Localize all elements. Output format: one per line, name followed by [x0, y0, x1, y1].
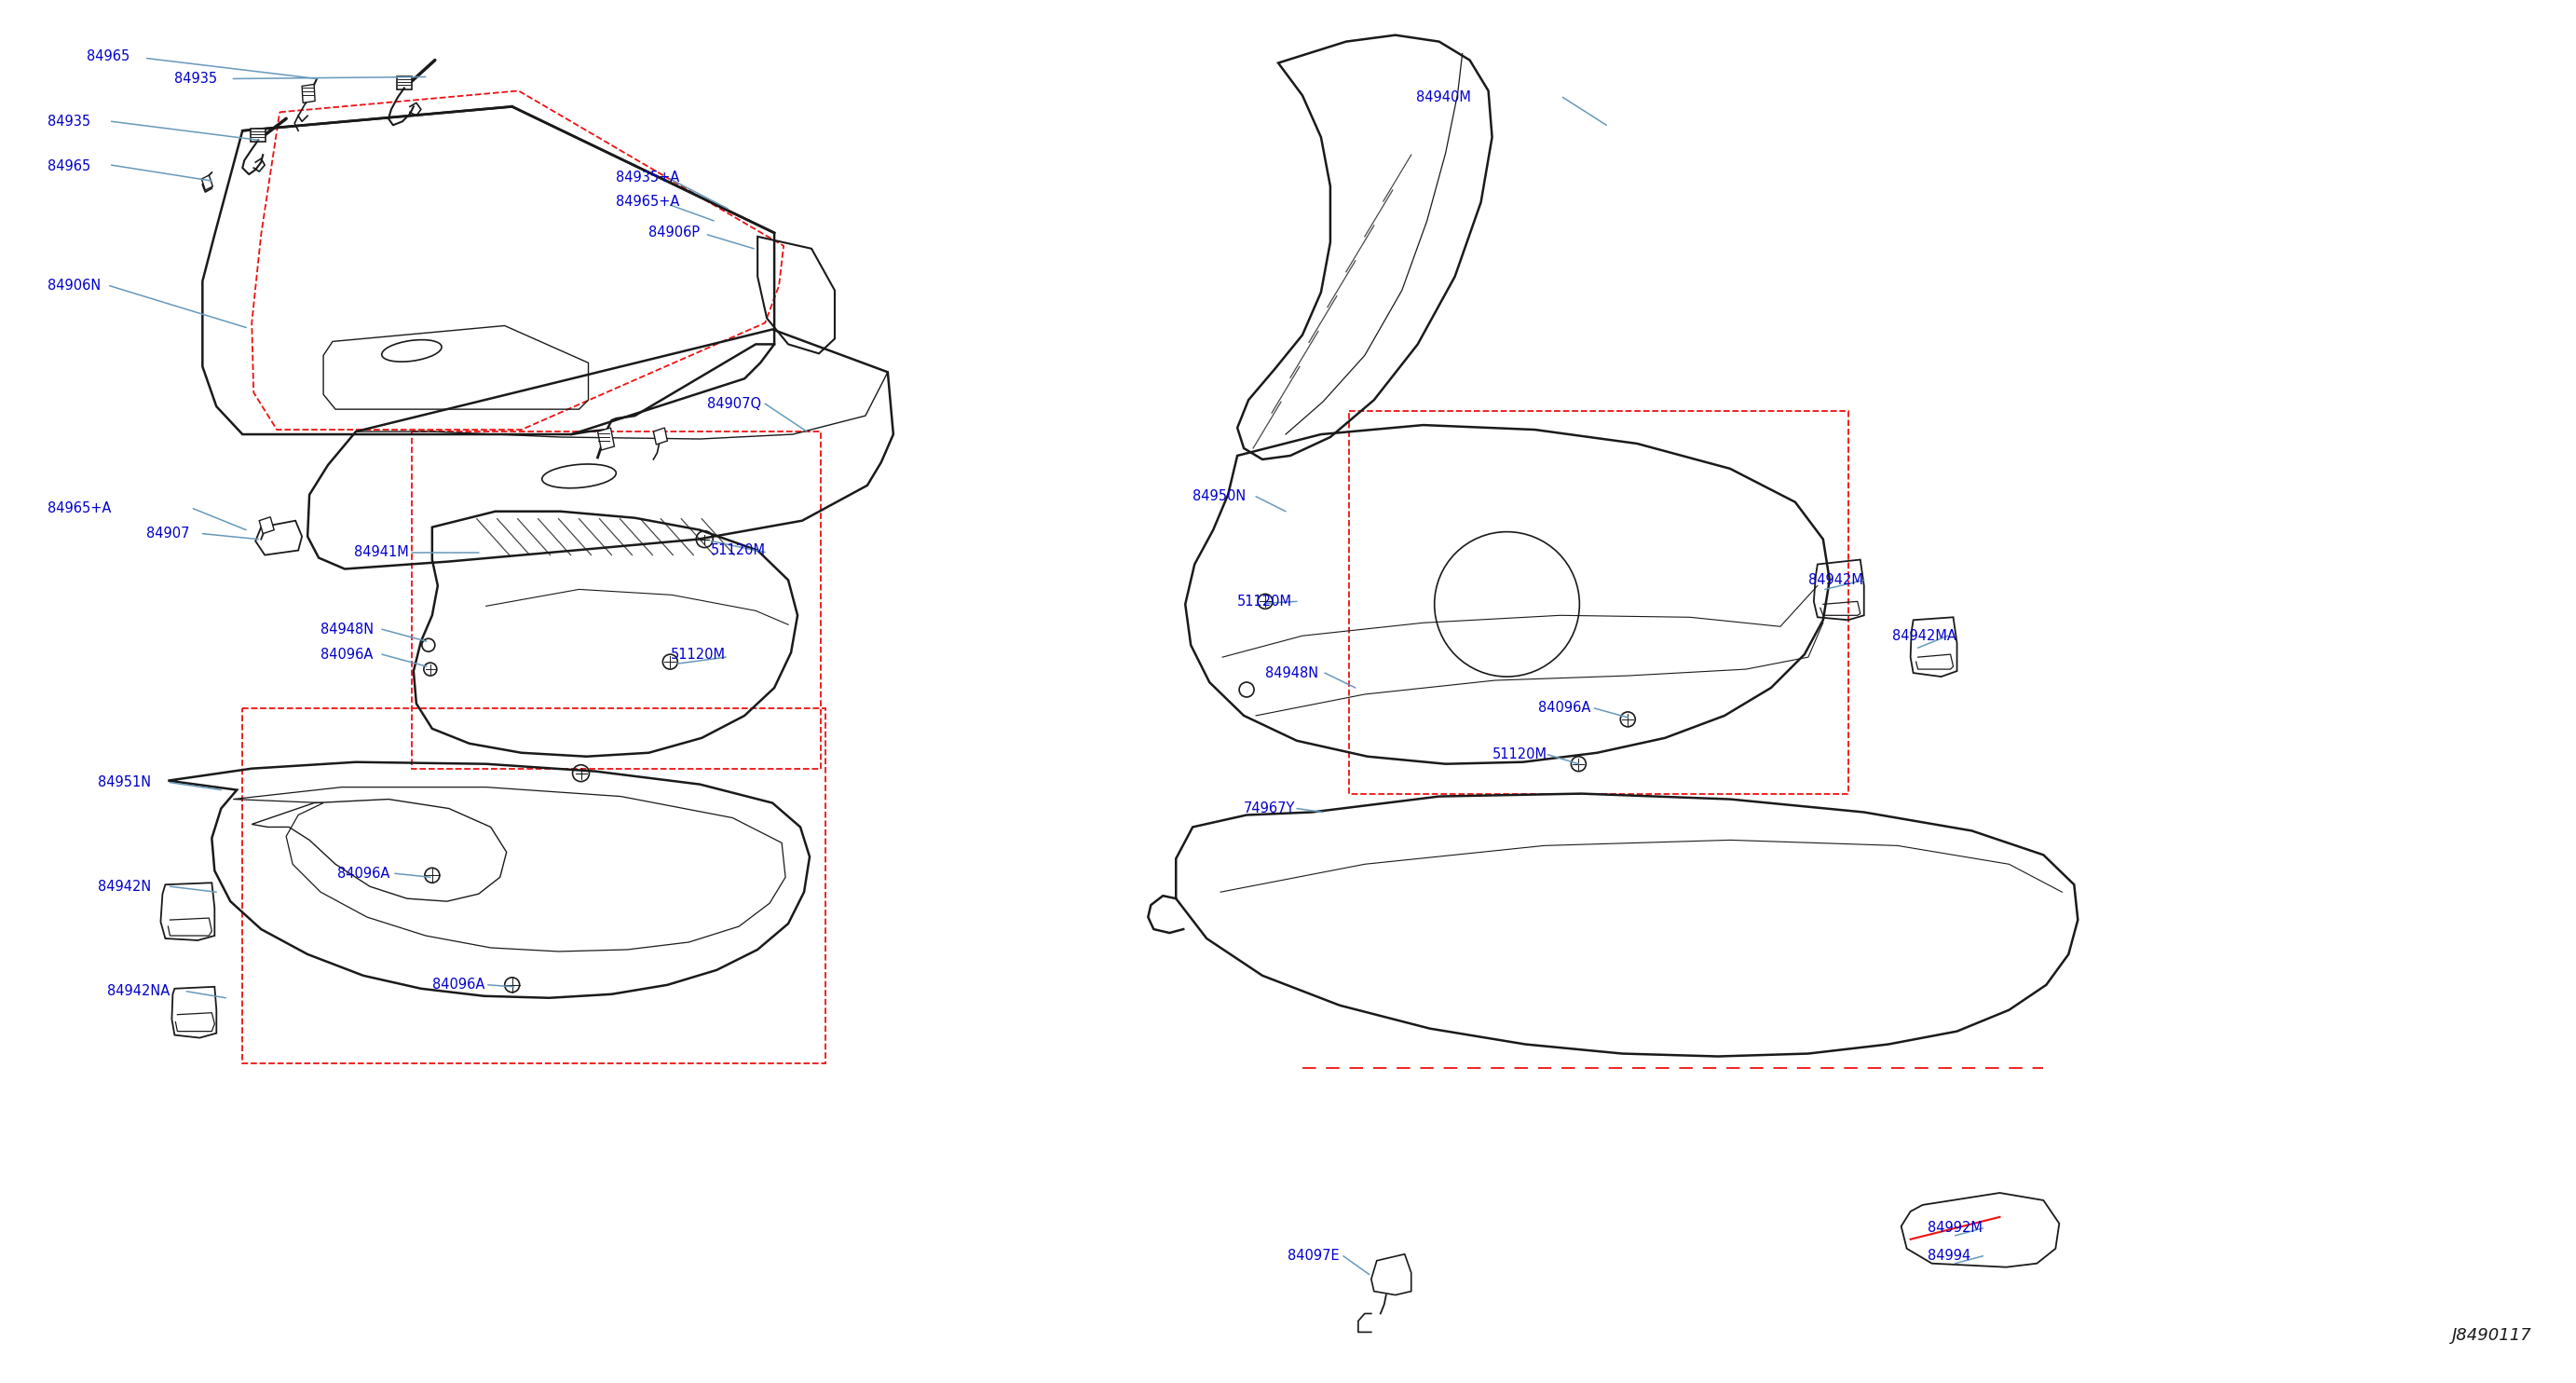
Polygon shape	[260, 517, 273, 534]
Text: 84096A: 84096A	[319, 647, 374, 661]
Text: 84942M: 84942M	[1808, 573, 1862, 586]
Text: 84951N: 84951N	[98, 776, 149, 790]
Text: 74967Y: 74967Y	[1244, 802, 1296, 816]
Text: 84097E: 84097E	[1288, 1249, 1340, 1263]
Text: 84942NA: 84942NA	[106, 985, 170, 999]
Text: 84965: 84965	[46, 159, 90, 173]
Polygon shape	[598, 427, 616, 449]
Polygon shape	[397, 77, 412, 90]
Polygon shape	[201, 176, 214, 189]
Text: 84992M: 84992M	[1927, 1221, 1981, 1235]
Text: 84942N: 84942N	[98, 880, 152, 893]
Text: 84965+A: 84965+A	[616, 195, 680, 209]
Text: 51120M: 51120M	[711, 544, 765, 557]
Text: 51120M: 51120M	[1492, 748, 1548, 762]
Text: 84906N: 84906N	[46, 279, 100, 293]
Text: 84096A: 84096A	[337, 867, 389, 881]
Text: 84948N: 84948N	[1265, 667, 1319, 680]
Text: 84948N: 84948N	[319, 622, 374, 636]
Text: 84941M: 84941M	[353, 545, 410, 559]
Text: 84942MA: 84942MA	[1891, 629, 1955, 643]
Text: 84096A: 84096A	[433, 978, 484, 992]
Text: 84096A: 84096A	[1538, 701, 1592, 715]
Text: 84965: 84965	[85, 50, 129, 64]
Text: 84907: 84907	[147, 527, 191, 541]
Text: 84906P: 84906P	[649, 225, 701, 239]
Text: 84935: 84935	[175, 72, 216, 86]
Text: 84994: 84994	[1927, 1249, 1971, 1263]
Polygon shape	[301, 84, 314, 102]
Text: 84965+A: 84965+A	[46, 502, 111, 516]
Text: 84940M: 84940M	[1417, 90, 1471, 104]
Text: 84907Q: 84907Q	[708, 397, 762, 411]
Text: 84935: 84935	[46, 115, 90, 129]
Polygon shape	[250, 129, 265, 142]
Text: 84950N: 84950N	[1193, 490, 1247, 503]
Text: 51120M: 51120M	[1236, 595, 1293, 609]
Polygon shape	[654, 427, 667, 444]
Text: J8490117: J8490117	[2452, 1328, 2532, 1344]
Text: 51120M: 51120M	[670, 647, 724, 661]
Text: 84935+A: 84935+A	[616, 170, 680, 184]
